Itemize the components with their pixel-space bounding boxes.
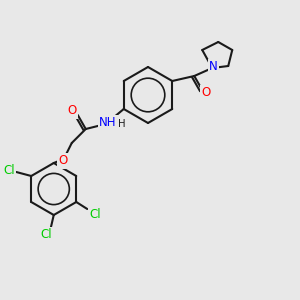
Text: Cl: Cl <box>89 208 101 220</box>
Text: Cl: Cl <box>3 164 15 178</box>
Text: Cl: Cl <box>40 229 52 242</box>
Text: N: N <box>209 61 218 74</box>
Text: H: H <box>118 119 125 129</box>
Text: O: O <box>67 104 76 118</box>
Text: NH: NH <box>99 116 116 130</box>
Text: O: O <box>202 86 211 100</box>
Text: O: O <box>58 154 68 167</box>
